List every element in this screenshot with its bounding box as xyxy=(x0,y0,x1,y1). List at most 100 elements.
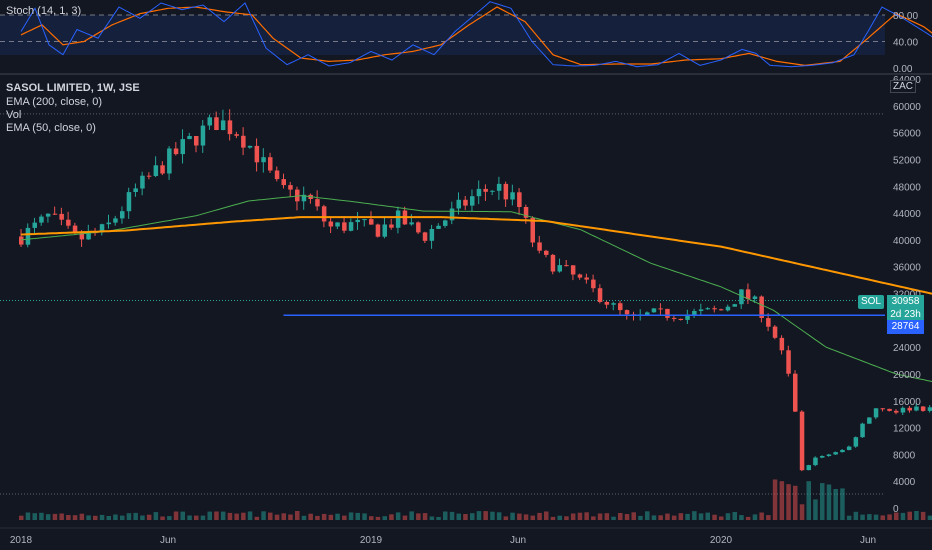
candle-body xyxy=(779,337,785,351)
candle-body xyxy=(820,456,825,458)
ema50-line xyxy=(20,195,932,383)
candle-body xyxy=(732,304,737,307)
candle-body xyxy=(348,222,354,231)
candle-body xyxy=(52,213,58,215)
candle-body xyxy=(570,265,576,275)
volume-bar xyxy=(113,514,118,520)
candle-body xyxy=(698,309,704,311)
vol-legend[interactable]: Vol xyxy=(6,109,22,121)
volume-bar xyxy=(86,515,91,520)
candle-body xyxy=(867,417,872,424)
volume-bar xyxy=(470,513,475,520)
price-tick-label: 56000 xyxy=(893,129,921,140)
candle-body xyxy=(99,224,105,233)
volume-bar xyxy=(241,512,246,520)
volume-bar xyxy=(268,512,273,520)
candle-body xyxy=(745,289,751,299)
volume-bar xyxy=(254,516,260,520)
candle-body xyxy=(853,437,859,447)
volume-bar xyxy=(873,514,879,520)
candle-body xyxy=(658,308,663,310)
candle-body xyxy=(39,216,44,223)
candle-body xyxy=(382,224,387,237)
ema50-legend[interactable]: EMA (50, close, 0) xyxy=(6,122,96,134)
volume-bar xyxy=(846,515,852,520)
candle-body xyxy=(557,265,562,272)
ema200-legend[interactable]: EMA (200, close, 0) xyxy=(6,96,102,108)
volume-bar xyxy=(658,515,663,520)
candle-body xyxy=(362,219,367,221)
volume-bar xyxy=(120,515,125,520)
volume-bar xyxy=(894,512,899,520)
volume-bar xyxy=(624,514,630,520)
candle-body xyxy=(813,457,818,466)
candle-body xyxy=(860,423,865,438)
candle-body xyxy=(799,411,805,471)
candle-body xyxy=(153,165,159,176)
volume-bar xyxy=(584,512,589,520)
volume-bar xyxy=(914,511,919,520)
candle-body xyxy=(342,222,347,231)
candle-body xyxy=(671,317,677,319)
candle-body xyxy=(214,117,219,130)
volume-bar xyxy=(570,513,576,520)
symbol-legend[interactable]: SASOL LIMITED, 1W, JSE xyxy=(6,82,140,94)
volume-bar xyxy=(362,513,367,520)
candle-body xyxy=(530,217,535,243)
candle-body xyxy=(59,213,64,220)
volume-bar xyxy=(544,511,549,520)
candle-body xyxy=(120,211,125,219)
candle-body xyxy=(604,302,610,305)
volume-bar xyxy=(920,511,926,520)
axes: 6400060000560005200048000440004000036000… xyxy=(0,11,932,546)
volume-bar xyxy=(220,511,226,520)
currency-label[interactable]: ZAC xyxy=(890,80,916,93)
volume-bar xyxy=(880,515,885,520)
candle-body xyxy=(321,206,327,222)
price-tick-label: 24000 xyxy=(893,343,921,354)
volume-bar xyxy=(274,514,280,520)
candle-body xyxy=(369,219,374,225)
candle-body xyxy=(436,225,441,229)
candle-body xyxy=(234,134,239,136)
price-tick-label: 48000 xyxy=(893,182,921,193)
volume-bar xyxy=(375,516,381,520)
candle-body xyxy=(806,465,811,471)
volume-bar xyxy=(604,513,610,520)
candle-body xyxy=(133,188,138,192)
candle-body xyxy=(227,120,233,135)
horizontal-line-tag: 28764 xyxy=(887,320,924,334)
candle-body xyxy=(389,224,394,228)
volume-bar xyxy=(247,511,253,520)
candle-body xyxy=(409,222,414,225)
price-tick-label: 20000 xyxy=(893,370,921,381)
candle-body xyxy=(537,242,542,251)
candle-body xyxy=(564,265,569,267)
volume-bar xyxy=(409,511,414,520)
volume-bar xyxy=(335,513,340,520)
candle-body xyxy=(793,373,798,412)
volume-bar xyxy=(537,512,542,520)
candle-body xyxy=(261,157,266,163)
candle-body xyxy=(470,196,475,206)
volume-bar xyxy=(355,512,360,520)
volume-bar xyxy=(395,512,401,520)
candle-body xyxy=(463,199,468,206)
candle-body xyxy=(510,192,515,200)
volume-bar xyxy=(79,513,85,520)
stoch-legend[interactable]: Stoch (14, 1, 3) xyxy=(6,5,82,17)
candle-body xyxy=(766,318,771,327)
volume-bar xyxy=(510,512,515,520)
volume-bar xyxy=(698,513,704,520)
candle-body xyxy=(443,220,448,226)
candle-body xyxy=(833,452,838,455)
candle-body xyxy=(887,408,892,411)
volume-bar xyxy=(25,512,31,520)
volume-bar xyxy=(369,516,374,520)
time-tick-label: 2020 xyxy=(710,535,733,546)
candle-body xyxy=(194,136,199,146)
candle-body xyxy=(550,254,556,272)
volume-bar xyxy=(618,513,623,520)
price-tick-label: 40000 xyxy=(893,236,921,247)
